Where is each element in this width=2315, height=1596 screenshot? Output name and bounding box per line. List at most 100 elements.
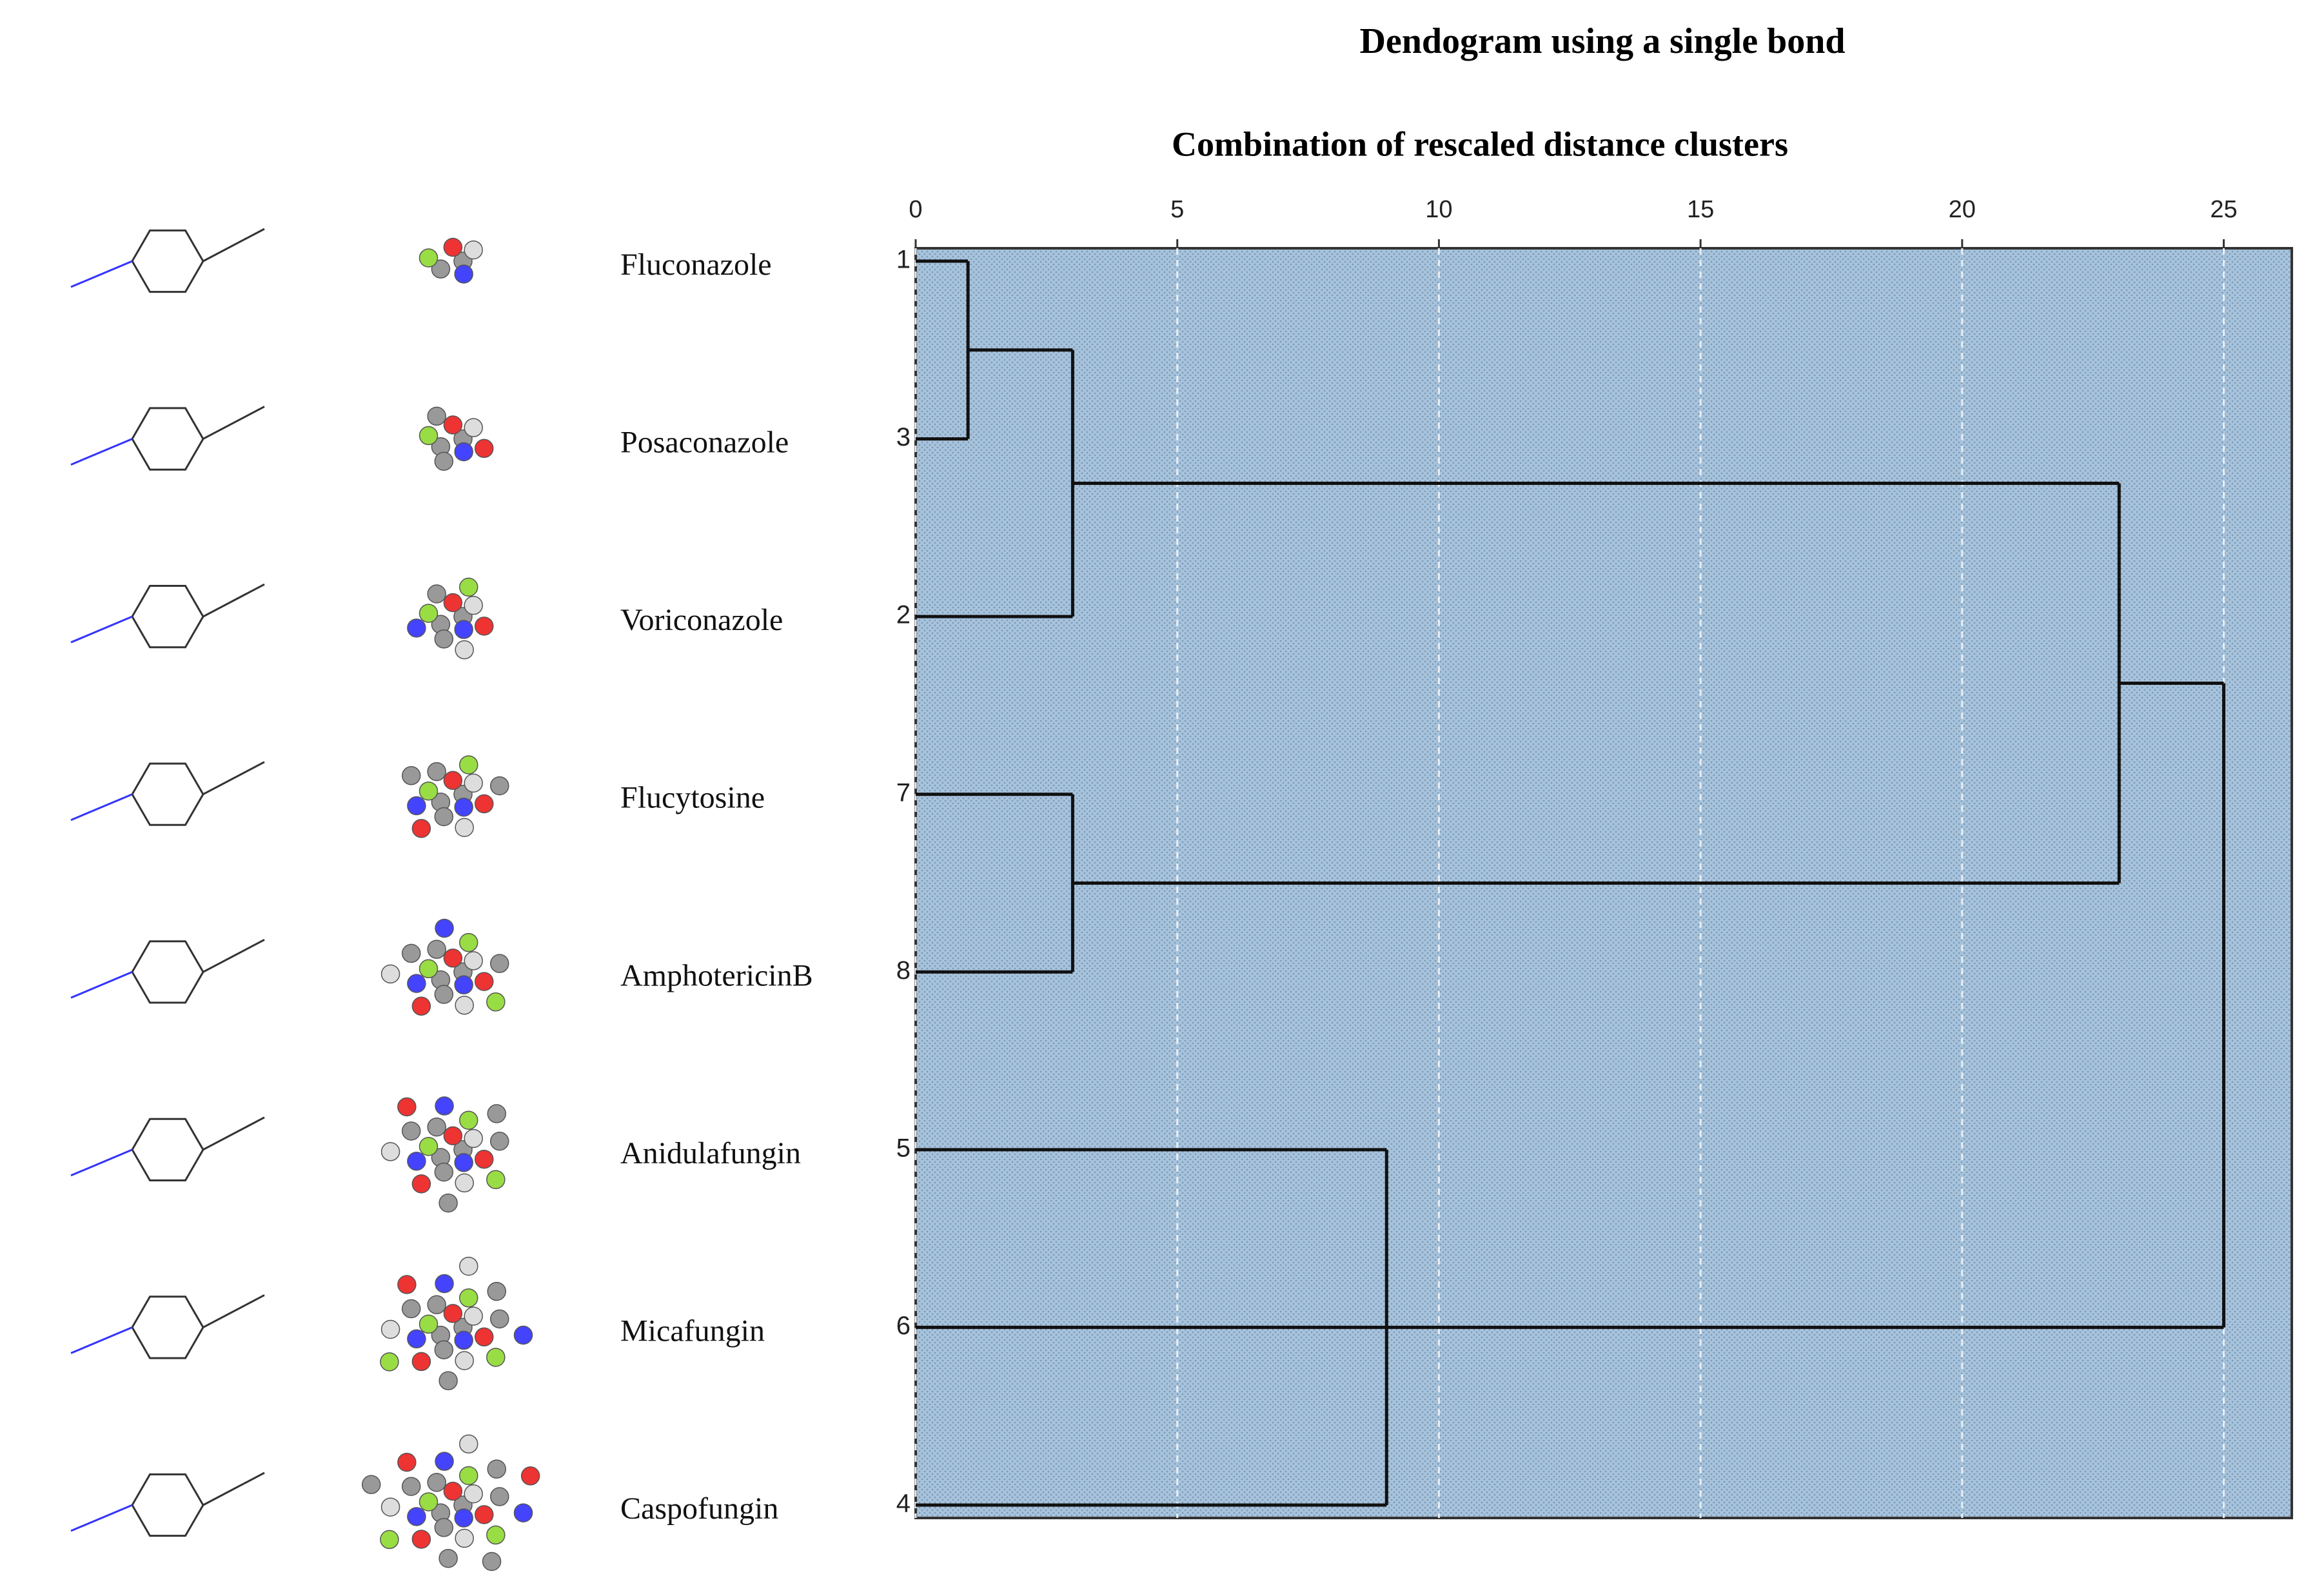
- atom: [464, 596, 483, 615]
- atom: [474, 438, 494, 458]
- atom: [407, 1329, 426, 1349]
- atom: [427, 1117, 446, 1137]
- atom: [443, 1304, 463, 1323]
- structure-bond: [70, 1326, 133, 1354]
- atom: [434, 807, 454, 827]
- atom: [464, 1306, 483, 1326]
- atom: [435, 1096, 454, 1116]
- atom: [380, 1352, 399, 1372]
- atom: [427, 584, 446, 604]
- atom: [411, 1174, 431, 1194]
- atom: [419, 248, 438, 268]
- atom: [411, 996, 431, 1016]
- atom: [513, 1503, 533, 1522]
- leaf-label: 4: [896, 1490, 911, 1518]
- atom: [474, 794, 494, 814]
- atom: [380, 1142, 400, 1161]
- molecule-images: [70, 228, 540, 1571]
- leaf-label: 1: [896, 246, 911, 274]
- atom: [427, 1473, 446, 1492]
- atom: [438, 1193, 458, 1213]
- atom: [419, 1492, 438, 1512]
- structure-bond: [70, 1504, 133, 1532]
- atom: [458, 1466, 478, 1486]
- atom: [380, 1319, 400, 1339]
- atom: [438, 1371, 458, 1390]
- x-tick-label: 15: [1687, 196, 1714, 223]
- x-tick-label: 5: [1170, 196, 1184, 223]
- atom: [455, 640, 474, 660]
- atom: [419, 781, 438, 801]
- structure-bond: [202, 761, 265, 796]
- atom: [458, 755, 478, 774]
- leaf-label: 3: [896, 423, 911, 451]
- drug-name: Micafungin: [620, 1314, 765, 1348]
- atom: [474, 972, 494, 991]
- drug-name: Posaconazole: [620, 426, 789, 460]
- atom: [419, 1137, 438, 1156]
- atom: [486, 992, 506, 1012]
- atom: [454, 1153, 473, 1172]
- atom: [434, 629, 454, 649]
- atom: [401, 943, 421, 963]
- atom: [427, 762, 446, 782]
- atom: [486, 1525, 506, 1545]
- atom: [459, 1434, 478, 1453]
- leaf-label: 8: [896, 956, 911, 985]
- drug-name: Voriconazole: [620, 603, 783, 637]
- atom: [464, 773, 483, 793]
- drug-name: Flucytosine: [620, 781, 765, 815]
- atom: [419, 1314, 438, 1334]
- structure-bond: [70, 438, 133, 466]
- atom: [443, 771, 463, 790]
- structure-bond: [202, 1294, 265, 1328]
- atom: [411, 1352, 431, 1372]
- structure-ring: [131, 1473, 204, 1537]
- atom: [482, 1552, 502, 1571]
- atom: [397, 1097, 417, 1117]
- atom: [454, 975, 473, 995]
- atom: [443, 1481, 463, 1501]
- structure-ring: [131, 1296, 204, 1359]
- atom: [435, 918, 454, 938]
- atom: [427, 1295, 446, 1315]
- drug-name: Anidulafungin: [620, 1136, 801, 1170]
- atom: [401, 766, 421, 785]
- drug-name: Caspofungin: [620, 1492, 778, 1526]
- atom: [419, 959, 438, 979]
- atom: [454, 1508, 473, 1528]
- atom: [407, 1151, 426, 1171]
- atom: [520, 1466, 540, 1486]
- atom: [464, 1484, 483, 1504]
- atom: [454, 797, 473, 817]
- structure-ring: [131, 762, 204, 826]
- atom: [419, 426, 438, 446]
- structure-bond: [202, 228, 265, 262]
- atom: [380, 1530, 399, 1550]
- atom: [419, 604, 438, 623]
- leaf-label: 7: [896, 778, 911, 807]
- atom: [397, 1452, 417, 1472]
- atom: [443, 237, 463, 257]
- atom: [411, 818, 431, 838]
- atom: [489, 1487, 509, 1506]
- leaf-label: 6: [896, 1312, 911, 1340]
- x-tick-label: 25: [2210, 196, 2237, 223]
- x-tick-label: 10: [1425, 196, 1452, 223]
- atom: [443, 1126, 463, 1146]
- atom: [464, 240, 483, 260]
- atom: [474, 1149, 494, 1169]
- atom: [454, 442, 473, 462]
- structure-bond: [70, 970, 133, 999]
- atom: [427, 406, 446, 426]
- atom: [380, 1497, 400, 1517]
- atom: [513, 1325, 533, 1345]
- atom: [489, 1131, 509, 1151]
- atom: [474, 616, 494, 636]
- atom: [438, 1548, 458, 1568]
- atom: [455, 1351, 474, 1370]
- drug-name: AmphotericinB: [620, 958, 813, 992]
- atom: [401, 1299, 421, 1319]
- atom: [455, 1528, 474, 1548]
- atom: [474, 1327, 494, 1347]
